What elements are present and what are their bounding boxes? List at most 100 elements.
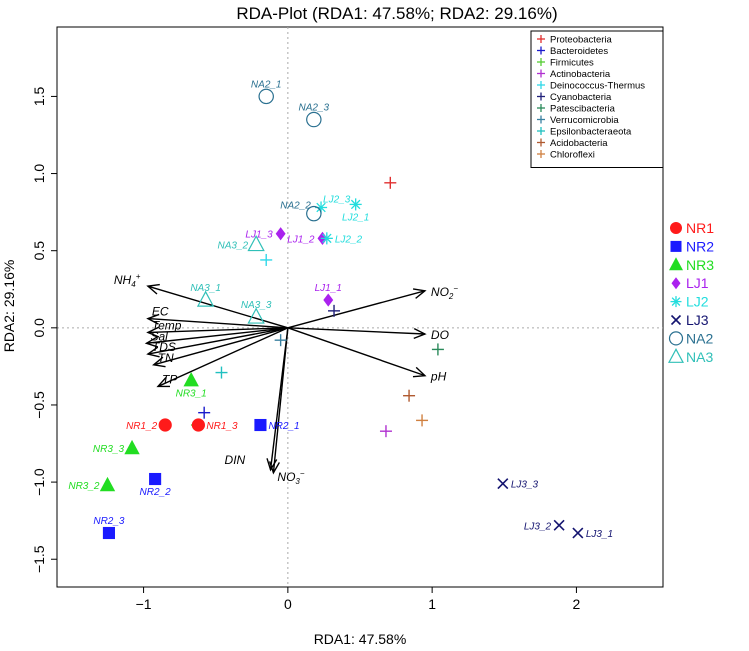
sample-point-lj2_2: LJ2_2 bbox=[320, 232, 362, 245]
env-arrow-head bbox=[413, 327, 427, 340]
sample-point-na2_2: NA2_2 bbox=[280, 201, 322, 222]
x-tick-label: 1 bbox=[428, 596, 436, 612]
sample-label: LJ1_3 bbox=[245, 230, 273, 241]
env-arrow-label: Temp bbox=[152, 318, 182, 332]
taxon-marker-acidobacteria bbox=[403, 389, 416, 402]
sample-label: NA3_2 bbox=[218, 241, 249, 252]
group-legend-label: NR3 bbox=[686, 257, 714, 273]
env-arrow-label: TDS bbox=[152, 340, 176, 354]
sample-point-na2_3: NA2_3 bbox=[299, 103, 330, 128]
env-arrow-head bbox=[146, 346, 160, 358]
env-arrow-label: pH bbox=[430, 370, 447, 384]
env-label-text: TDS bbox=[152, 340, 176, 354]
marker-shape bbox=[254, 418, 267, 432]
env-arrow-label: NH4+ bbox=[114, 272, 141, 289]
env-arrow-sal bbox=[146, 327, 288, 344]
marker-shape bbox=[497, 478, 509, 490]
env-label-text: DO bbox=[431, 328, 449, 342]
env-label-text: Temp bbox=[152, 318, 182, 332]
taxon-marker-deinococcus-thermus bbox=[260, 253, 273, 266]
env-arrow-ec bbox=[147, 317, 288, 329]
group-legend-label: NA3 bbox=[686, 349, 713, 365]
sample-markers: NR1_2 NR1_3 NR2_1 NR2_2 NR2_3 NR3_1 NR3_3 NR3_2… bbox=[68, 79, 613, 540]
marker-shape bbox=[306, 205, 322, 222]
group-legend-label: NA2 bbox=[686, 330, 713, 346]
env-label-text: NH bbox=[114, 273, 132, 287]
marker-shape bbox=[275, 227, 286, 241]
taxa-markers bbox=[190, 176, 444, 438]
sample-point-na2_1: NA2_1 bbox=[251, 79, 282, 105]
env-arrow-head bbox=[156, 377, 171, 388]
marker-shape bbox=[572, 527, 584, 539]
sample-label: NR2_1 bbox=[268, 421, 299, 432]
group-legend-item: LJ1 bbox=[671, 275, 709, 291]
env-arrow-head bbox=[144, 336, 159, 348]
sample-label: LJ1_1 bbox=[315, 283, 342, 294]
sample-point-nr2_2: NR2_2 bbox=[140, 472, 172, 498]
sample-label: NA2_1 bbox=[251, 79, 282, 90]
sample-label: NR3_2 bbox=[68, 481, 100, 492]
env-arrow-head bbox=[412, 366, 427, 378]
sample-label: NR3_1 bbox=[176, 388, 207, 399]
x-tick-label: 2 bbox=[573, 596, 581, 612]
x-tick-label: 0 bbox=[284, 596, 292, 612]
env-label-text: NO bbox=[431, 285, 449, 299]
env-arrow-no3 bbox=[272, 327, 289, 473]
y-tick-label: 1.5 bbox=[31, 86, 47, 106]
taxa-legend-label: Acidobacteria bbox=[550, 138, 608, 149]
env-arrow-head bbox=[146, 326, 160, 338]
env-arrow-do bbox=[287, 327, 425, 335]
group-legend-label: NR1 bbox=[686, 220, 714, 236]
taxon-marker-epsilonbacteraeota bbox=[215, 366, 228, 379]
marker-shape bbox=[668, 331, 684, 346]
env-arrow-head bbox=[152, 356, 166, 368]
group-legend-item: NR2 bbox=[670, 238, 714, 254]
taxa-legend-label: Actinobacteria bbox=[550, 69, 611, 80]
sample-point-lj1_3: LJ1_3 bbox=[245, 227, 286, 241]
marker-shape bbox=[350, 199, 361, 210]
sample-point-lj2_1: LJ2_1 bbox=[342, 198, 369, 223]
env-label-text: TP bbox=[162, 372, 177, 386]
marker-shape bbox=[671, 297, 681, 306]
taxa-legend-item: Firmicutes bbox=[537, 58, 594, 69]
marker-shape bbox=[149, 472, 162, 486]
env-label-sub: 3 bbox=[295, 477, 300, 486]
marker-shape bbox=[667, 348, 685, 363]
taxon-marker-verrucomicrobia bbox=[274, 334, 287, 347]
sample-label: NR3_3 bbox=[93, 444, 125, 455]
env-label-sup: − bbox=[300, 469, 305, 478]
sample-label: LJ3_2 bbox=[524, 521, 552, 532]
marker-shape bbox=[553, 519, 565, 531]
env-arrow-label: DIN bbox=[225, 453, 246, 467]
env-arrow-label: TN bbox=[158, 351, 174, 365]
env-label-text: pH bbox=[430, 370, 447, 384]
marker-shape bbox=[306, 111, 322, 128]
marker-shape bbox=[158, 418, 172, 432]
y-tick-label: 0.5 bbox=[31, 241, 47, 261]
env-arrow-no2 bbox=[287, 290, 426, 329]
taxa-legend-label: Chloroflexi bbox=[550, 150, 595, 161]
sample-point-lj1_1: LJ1_1 bbox=[315, 283, 342, 307]
sample-label: NR1_3 bbox=[206, 421, 238, 432]
sample-point-na3_2: NA3_2 bbox=[218, 235, 265, 252]
sample-label: NR2_2 bbox=[140, 487, 172, 498]
taxa-legend-item: Proteobacteria bbox=[537, 35, 613, 46]
sample-label: NR2_3 bbox=[93, 516, 125, 527]
y-tick-label: −1.5 bbox=[31, 545, 47, 573]
marker-shape bbox=[671, 277, 681, 290]
sample-label: LJ3_1 bbox=[586, 529, 613, 540]
taxon-marker-actinobacteria bbox=[379, 425, 392, 438]
sample-point-lj3_1: LJ3_1 bbox=[572, 527, 613, 540]
group-legend-label: LJ1 bbox=[686, 275, 709, 291]
env-label-sup: + bbox=[136, 272, 141, 281]
axes: −1 0 1 2 −1.5 −1.0 −0.5 0.0 0.5 1.0 1.5 bbox=[31, 86, 581, 612]
sample-label: LJ1_2 bbox=[287, 234, 315, 245]
marker-shape bbox=[191, 418, 205, 432]
env-arrow-head bbox=[268, 461, 280, 475]
taxon-marker-proteobacteria bbox=[384, 176, 397, 189]
env-arrow-tds bbox=[147, 327, 288, 355]
taxa-legend-label: Cyanobacteria bbox=[550, 92, 612, 103]
sample-label: NR1_2 bbox=[126, 421, 158, 432]
